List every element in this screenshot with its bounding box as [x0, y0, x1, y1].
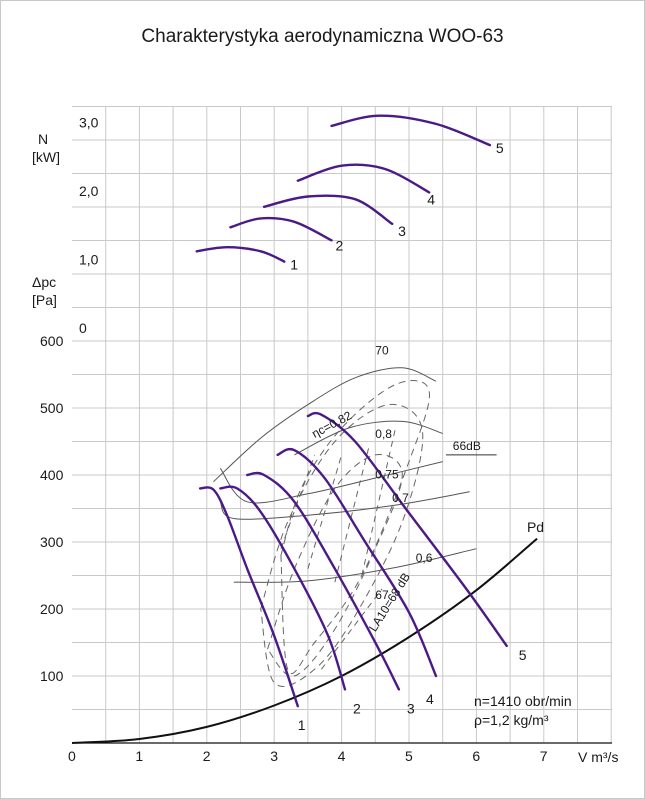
system-curve-pd	[71, 537, 538, 744]
fan-power-curve	[330, 114, 492, 147]
x-axis-label: V m³/s	[578, 749, 618, 765]
efficiency-iso-line	[213, 367, 437, 483]
pressure-tick-label: 300	[40, 534, 64, 550]
power-tick-label: 2,0	[79, 183, 99, 199]
x-tick-label: 1	[135, 748, 143, 764]
fan-pressure-curve-label: 4	[426, 691, 434, 707]
efficiency-label: 0,6	[416, 551, 433, 565]
efficiency-label: 0,8	[375, 427, 392, 441]
noise-iso-lines	[260, 380, 430, 687]
fan-curves	[71, 114, 538, 744]
pressure-tick-label: 100	[40, 668, 64, 684]
fan-pressure-curve	[219, 485, 347, 691]
fan-pressure-curve	[246, 471, 401, 691]
noise-label: 67	[375, 588, 389, 602]
fan-power-curve	[195, 245, 286, 263]
density-info: ρ=1,2 kg/m³	[474, 712, 549, 728]
efficiency-iso-line	[294, 420, 443, 456]
fan-pressure-curve	[306, 411, 508, 648]
x-tick-label: 3	[270, 748, 278, 764]
noise-label: 66dB	[453, 439, 481, 453]
fan-pressure-curve-label: 3	[407, 700, 415, 716]
efficiency-iso-line	[219, 491, 470, 520]
noise-guide-line	[320, 588, 383, 670]
noise-iso-line	[280, 380, 430, 674]
x-tick-label: 5	[405, 748, 413, 764]
pressure-tick-label: 500	[40, 400, 64, 416]
fan-power-curve	[262, 194, 394, 226]
efficiency-label: 0,75	[375, 467, 399, 481]
power-tick-label: 0	[79, 320, 87, 336]
noise-iso-line	[260, 403, 424, 687]
system-curve-label: Pd	[527, 519, 544, 535]
noise-guide-line	[280, 454, 316, 549]
power-axis-unit: [kW]	[32, 149, 60, 165]
chart-title: Charakterystyka aerodynamiczna WOO-63	[141, 26, 504, 47]
efficiency-iso-line	[219, 461, 443, 504]
efficiency-label: 0,7	[392, 491, 409, 505]
pressure-axis-unit: [Pa]	[32, 292, 57, 308]
fan-pressure-curve	[198, 486, 299, 708]
fan-pressure-curve	[276, 447, 438, 678]
noise-iso-line	[267, 453, 403, 677]
pressure-tick-label: 400	[40, 467, 64, 483]
fan-power-curve	[296, 163, 431, 194]
fan-power-curve-label: 3	[398, 223, 406, 239]
power-tick-label: 3,0	[79, 115, 99, 131]
fan-power-curve-label: 5	[496, 140, 504, 156]
x-tick-label: 7	[540, 748, 548, 764]
x-tick-label: 2	[203, 748, 211, 764]
grid	[72, 106, 612, 743]
fan-power-curve-label: 2	[335, 237, 343, 253]
fan-pressure-curve-label: 1	[298, 717, 306, 733]
speed-info: n=1410 obr/min	[474, 693, 572, 709]
fan-power-curve	[229, 216, 333, 242]
x-tick-label: 6	[472, 748, 480, 764]
fan-power-curve-label: 4	[427, 191, 435, 207]
pressure-tick-label: 200	[40, 601, 64, 617]
noise-guide-line	[361, 427, 397, 576]
fan-power-curve-label: 1	[290, 257, 298, 273]
noise-label: 70	[375, 343, 389, 357]
noise-guide-line	[334, 448, 370, 583]
pressure-tick-label: 600	[40, 333, 64, 349]
fan-pressure-curve-label: 5	[519, 647, 527, 663]
x-tick-label: 4	[338, 748, 346, 764]
noise-guide-line	[307, 454, 343, 569]
fan-pressure-curve-label: 2	[353, 700, 361, 716]
x-tick-label: 0	[68, 748, 76, 764]
power-axis-label: N	[38, 131, 48, 147]
power-tick-label: 1,0	[79, 252, 99, 268]
pressure-axis-label: Δpc	[32, 274, 56, 290]
